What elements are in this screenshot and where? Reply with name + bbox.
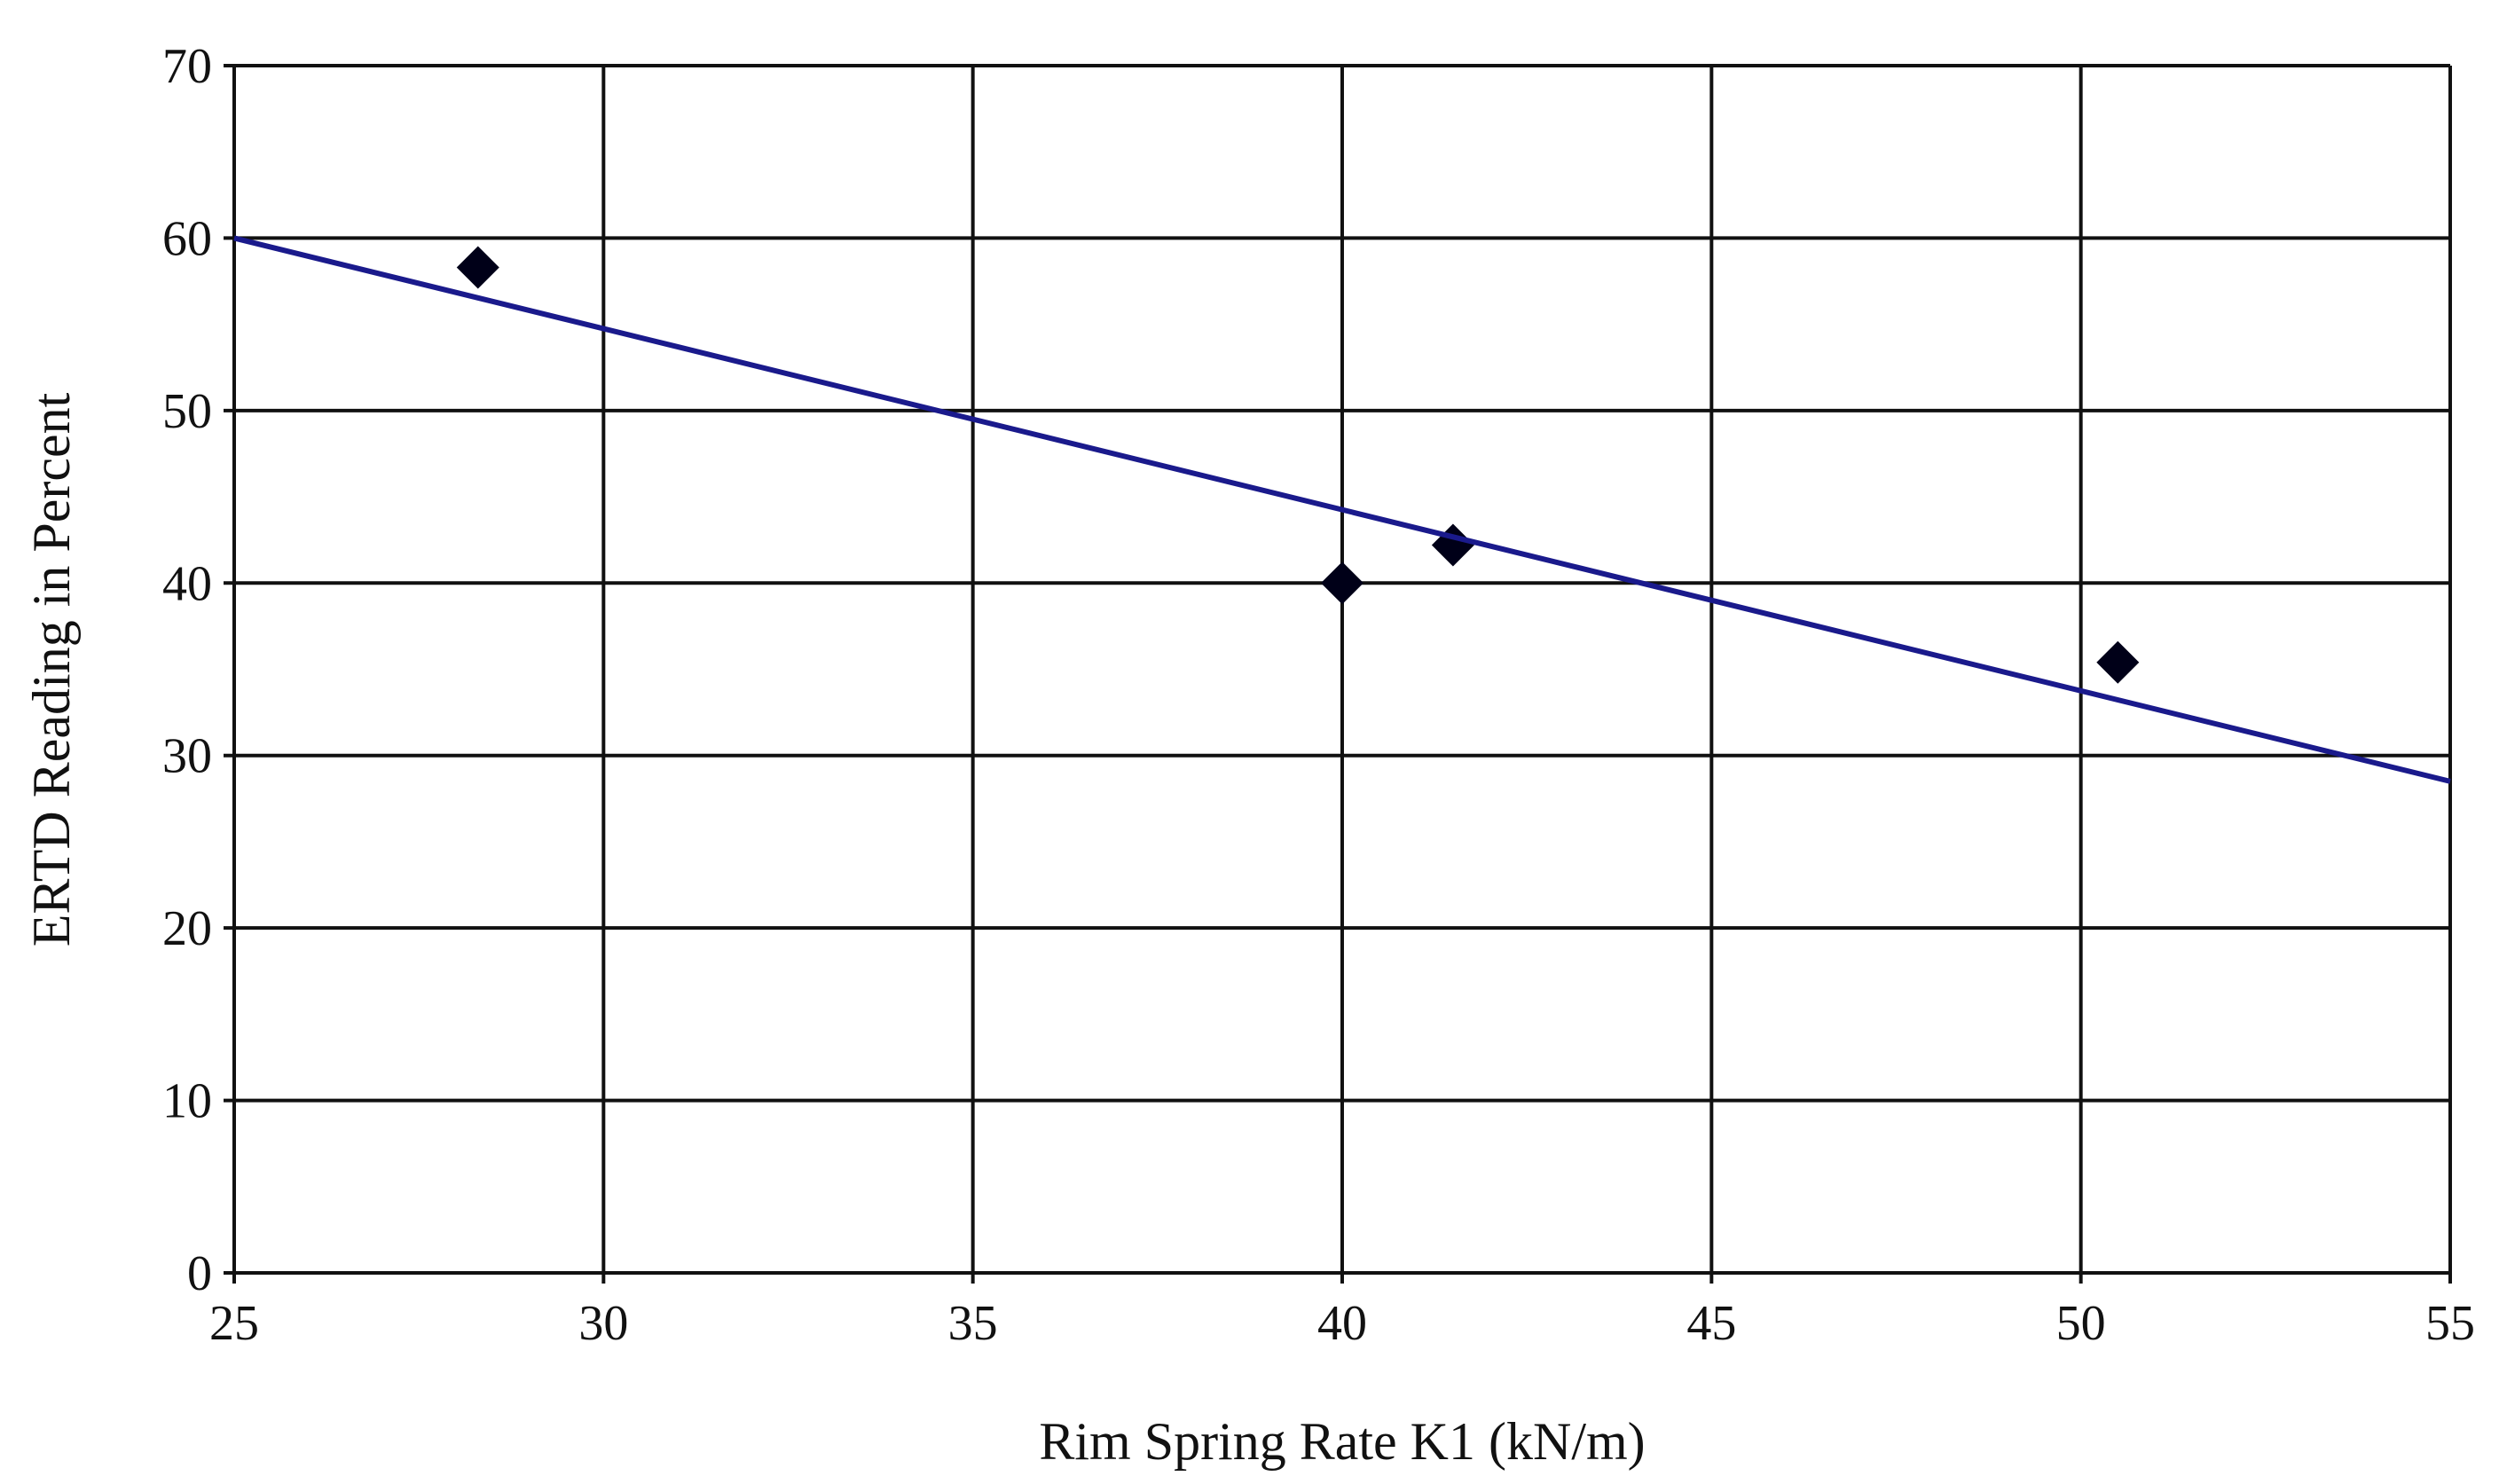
x-tick-labels: 25 30 35 40 45 50 55	[209, 1296, 2475, 1351]
grid	[224, 64, 2452, 1284]
y-tick-label: 50	[162, 384, 212, 439]
x-tick-label: 35	[948, 1296, 998, 1351]
series	[233, 235, 2451, 784]
data-point-diamond	[456, 246, 499, 289]
y-tick-label: 70	[162, 39, 212, 94]
y-tick-label: 40	[162, 556, 212, 611]
x-tick-label: 55	[2425, 1296, 2475, 1351]
x-tick-label: 25	[209, 1296, 259, 1351]
x-tick-label: 40	[1317, 1296, 1367, 1351]
y-tick-label: 30	[162, 729, 212, 784]
y-tick-label: 10	[162, 1074, 212, 1129]
x-tick-label: 45	[1686, 1296, 1736, 1351]
data-point-diamond	[1321, 561, 1363, 605]
x-tick-label: 50	[2056, 1296, 2106, 1351]
y-tick-labels: 0 10 20 30 40 50 60 70	[162, 39, 212, 1301]
trend-line	[233, 235, 2451, 784]
y-tick-label: 20	[162, 901, 212, 956]
y-tick-label: 0	[187, 1246, 212, 1301]
data-point-diamond	[1431, 523, 1474, 567]
y-tick-label: 60	[162, 211, 212, 266]
y-axis-title: ERTD Reading in Percent	[22, 392, 81, 946]
x-axis-title: Rim Spring Rate K1 (kN/m)	[1039, 1412, 1645, 1471]
x-tick-label: 30	[578, 1296, 628, 1351]
data-point-diamond	[2096, 640, 2140, 684]
